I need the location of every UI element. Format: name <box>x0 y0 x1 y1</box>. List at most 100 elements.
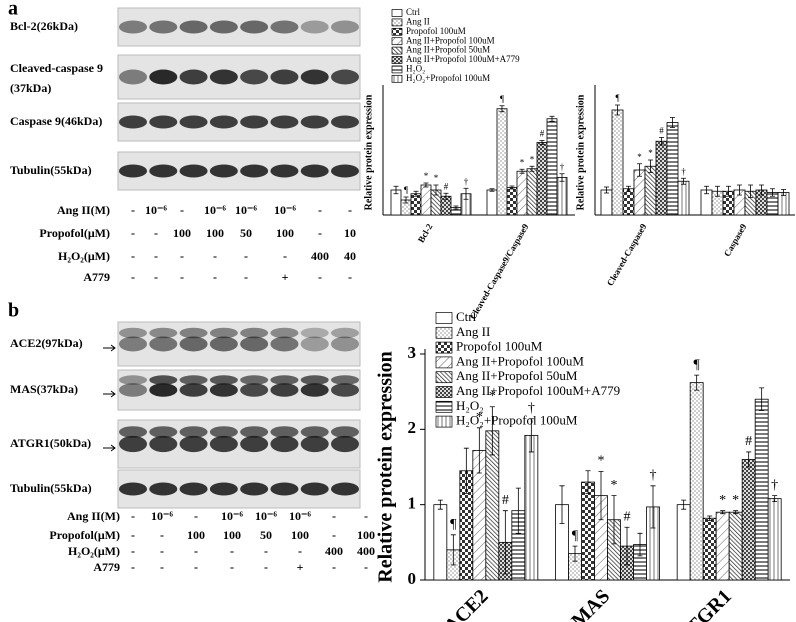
blot-band <box>240 69 269 85</box>
blot-band <box>270 426 299 438</box>
blot-band <box>119 327 147 339</box>
blot-band <box>331 164 359 178</box>
blot-band <box>119 383 147 397</box>
condition-cell: 400 <box>311 249 329 263</box>
legend-swatch <box>391 37 403 46</box>
condition-cell: - <box>131 544 135 558</box>
blot-band <box>331 69 359 85</box>
error-bar <box>502 510 508 575</box>
blot-band <box>300 164 329 178</box>
condition-label: A779 <box>93 560 120 574</box>
significance-mark: † <box>681 166 686 176</box>
blot-band <box>179 115 208 129</box>
blot-band <box>179 482 208 496</box>
blot-band <box>331 336 359 352</box>
blot-band <box>119 69 147 85</box>
legend-swatch <box>435 386 453 398</box>
arrow <box>103 444 116 452</box>
significance-mark: * <box>719 493 726 508</box>
significance-mark: † <box>560 162 565 172</box>
condition-cell: - <box>131 528 135 542</box>
blot-band <box>119 20 147 34</box>
error-bar <box>423 182 429 188</box>
bar <box>546 118 558 216</box>
significance-mark: ¶ <box>615 93 619 103</box>
legend-label: Ang II <box>406 16 430 26</box>
blot-band <box>240 336 269 352</box>
bar <box>633 169 646 216</box>
bar <box>655 140 668 216</box>
legend-swatch <box>391 9 403 17</box>
blot-band <box>209 20 238 34</box>
error-bar <box>519 168 525 174</box>
blot-band <box>119 375 147 385</box>
bar <box>433 504 448 581</box>
blot-band <box>240 327 269 339</box>
bar <box>767 498 782 581</box>
protein-label: (37kDa) <box>10 81 51 95</box>
significance-mark: # <box>502 493 509 508</box>
bar <box>702 517 717 581</box>
error-bar <box>726 185 731 197</box>
legend-label: Propofol 100uM <box>406 26 466 36</box>
bar <box>581 481 595 581</box>
y-tick-label: 3 <box>408 343 417 362</box>
significance-mark: # <box>624 509 631 524</box>
blot-band <box>149 383 178 397</box>
legend-label: Ctrl <box>406 7 421 17</box>
condition-cell: - <box>283 249 287 263</box>
condition-cell: - <box>213 270 217 284</box>
error-bar <box>772 495 778 503</box>
legend-label: H₂O₂+Propofol 100uM <box>406 73 490 83</box>
condition-cell: - <box>298 544 302 558</box>
significance-mark: * <box>424 171 429 181</box>
blot-band <box>331 115 359 129</box>
condition-cell: - <box>318 270 322 284</box>
bar <box>677 180 690 216</box>
blot-band <box>240 383 269 397</box>
condition-cell: - <box>160 528 164 542</box>
error-bar <box>489 406 495 456</box>
bar <box>666 122 679 216</box>
error-bar <box>746 451 752 468</box>
blot-band <box>149 69 178 85</box>
blot-band <box>119 435 147 453</box>
x-tick-label: Bcl-2 <box>416 222 435 245</box>
legend-swatch <box>435 326 453 339</box>
legend-label: H₂O₂ <box>456 398 484 413</box>
error-bar <box>515 487 521 534</box>
error-bar <box>637 163 642 177</box>
error-bar <box>559 485 565 524</box>
blot-band <box>270 383 299 397</box>
bar <box>715 511 730 581</box>
blot-band <box>209 327 238 339</box>
bar <box>556 177 568 216</box>
significance-mark: # <box>444 181 449 191</box>
blot-band <box>240 435 269 453</box>
bar <box>622 188 635 216</box>
error-bar <box>585 470 591 494</box>
condition-cell: - <box>264 560 268 574</box>
error-bar <box>650 485 656 529</box>
blot-band <box>300 383 329 397</box>
error-bar <box>437 499 443 510</box>
error-bar <box>403 196 409 204</box>
error-bar <box>528 418 534 453</box>
error-bar <box>704 185 709 195</box>
significance-mark: † <box>650 468 657 483</box>
condition-cell: - <box>131 560 135 574</box>
legend-swatch <box>435 341 453 354</box>
error-bar <box>707 515 713 521</box>
error-bar <box>681 499 687 510</box>
legend-swatch <box>391 18 403 27</box>
x-tick-label: Caspase9 <box>722 222 749 259</box>
condition-cell: - <box>348 203 352 217</box>
condition-cell: - <box>180 270 184 284</box>
error-bar <box>450 534 456 566</box>
error-bar <box>770 188 775 197</box>
significance-mark: ¶ <box>572 528 579 543</box>
blot-band <box>300 327 329 339</box>
error-bar <box>624 526 630 566</box>
blot-band <box>331 435 359 453</box>
blot-band <box>119 164 147 178</box>
